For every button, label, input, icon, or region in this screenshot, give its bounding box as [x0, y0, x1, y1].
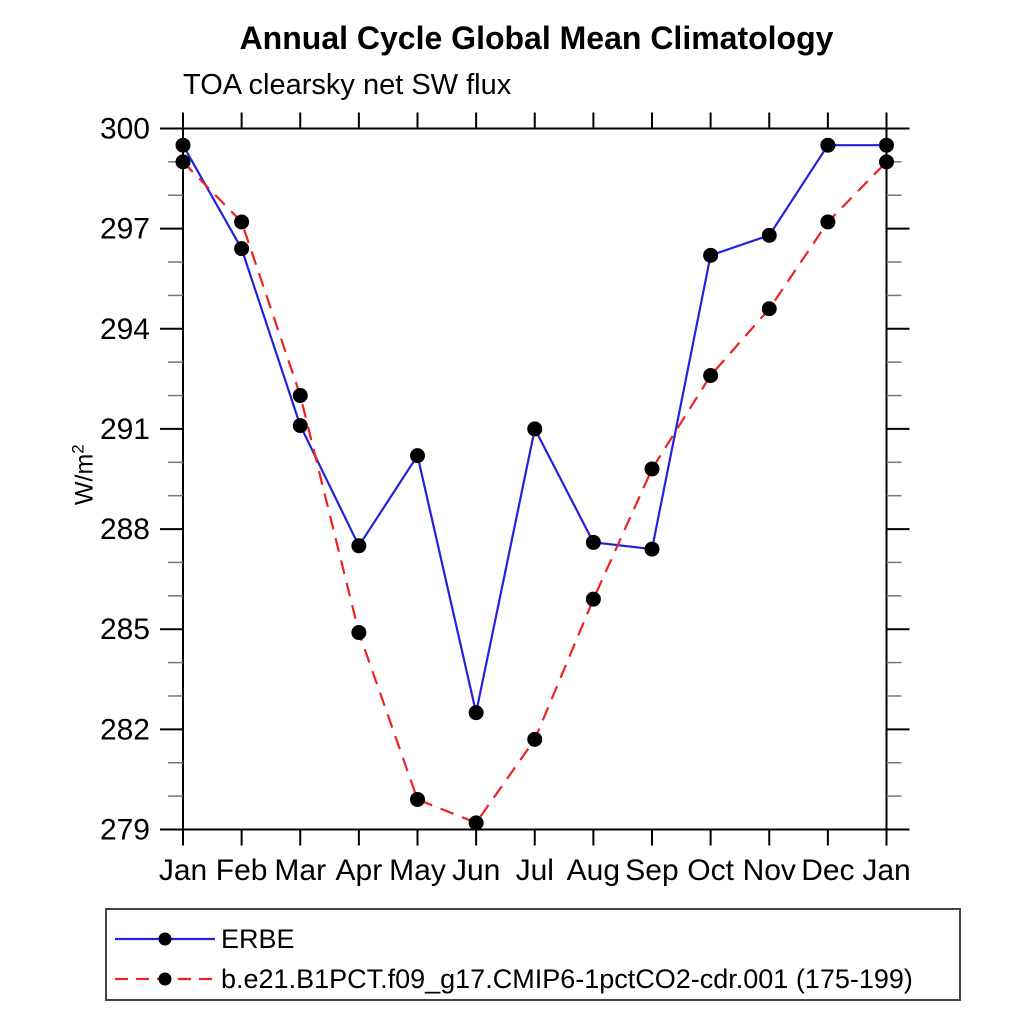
series-line-1 [182, 161, 888, 825]
chart-subtitle: TOA clearsky net SW flux [183, 69, 512, 101]
y-tick-label: 297 [100, 213, 150, 246]
y-tick-label: 282 [100, 713, 150, 746]
y-tick-label: 300 [100, 113, 150, 146]
series-1-marker [527, 731, 543, 747]
legend: ERBE b.e21.B1PCT.f09_g17.CMIP6-1pctCO2-c… [105, 908, 961, 1001]
series-0-marker [644, 541, 660, 557]
legend-sample-solid-line [115, 932, 215, 946]
series-0-marker [175, 137, 191, 153]
x-tick-label: Jan [862, 854, 910, 887]
legend-item-model: b.e21.B1PCT.f09_g17.CMIP6-1pctCO2-cdr.00… [113, 964, 913, 994]
x-tick-label: Nov [743, 854, 796, 887]
series-1-marker [761, 301, 777, 317]
series-0-marker [703, 247, 719, 263]
legend-label-model: b.e21.B1PCT.f09_g17.CMIP6-1pctCO2-cdr.00… [221, 963, 913, 994]
series-1-marker [351, 625, 367, 641]
y-tick-label: 294 [100, 313, 150, 346]
series-1-marker [879, 154, 894, 170]
series-1-marker [175, 154, 191, 170]
x-tick-label: Jun [452, 854, 500, 887]
x-tick-label: Dec [801, 854, 854, 887]
x-tick-label: Jul [516, 854, 554, 887]
series-0-marker [585, 534, 601, 550]
x-tick-label: Jan [159, 854, 207, 887]
series-1-marker [292, 388, 308, 404]
legend-sample-dashed-line [115, 972, 215, 986]
plot-box [182, 127, 888, 831]
series-1-marker [644, 461, 660, 477]
series-0-marker [468, 705, 484, 721]
x-tick-label: Feb [216, 854, 268, 887]
chart-title: Annual Cycle Global Mean Climatology [239, 20, 834, 56]
series-0-marker [292, 418, 308, 434]
series-0-marker [879, 137, 894, 153]
series-0-marker [234, 241, 250, 257]
series-1-marker [410, 791, 425, 807]
x-tick-label: Sep [625, 854, 678, 887]
x-tick-label: May [389, 854, 446, 887]
series-1-marker [234, 214, 250, 230]
legend-item-erbe: ERBE [113, 924, 295, 954]
y-tick-label: 279 [100, 814, 150, 847]
series-1-marker [468, 815, 484, 831]
x-tick-label: Oct [687, 854, 734, 887]
y-tick-label: 288 [100, 513, 150, 546]
y-tick-label: 291 [100, 413, 150, 446]
x-tick-label: Mar [274, 854, 326, 887]
series-0-marker [351, 538, 367, 554]
x-tick-label: Apr [336, 854, 383, 887]
series-0-marker [410, 448, 425, 464]
legend-label-erbe: ERBE [221, 923, 295, 954]
series-0-marker [761, 227, 777, 243]
series-0-marker [527, 421, 543, 437]
series-1-marker [703, 368, 719, 384]
series-1-marker [585, 591, 601, 607]
x-tick-label: Aug [567, 854, 620, 887]
series-1-marker [820, 214, 836, 230]
y-tick-label: 285 [100, 613, 150, 646]
series-0-marker [820, 137, 836, 153]
